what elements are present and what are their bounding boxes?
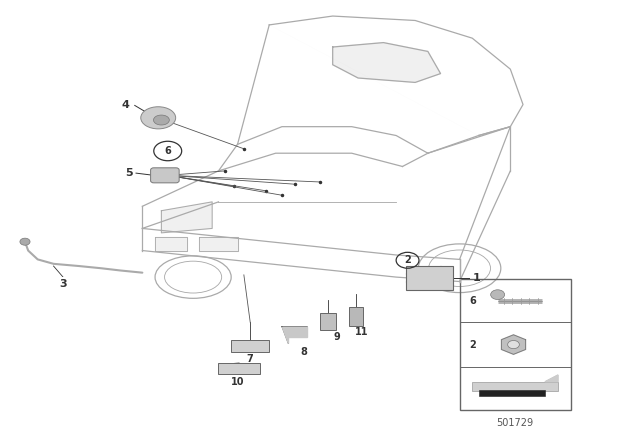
- Text: 3: 3: [60, 279, 67, 289]
- Polygon shape: [200, 237, 237, 250]
- Text: 6: 6: [164, 146, 171, 156]
- Text: 4: 4: [122, 99, 130, 110]
- Circle shape: [20, 238, 30, 245]
- Polygon shape: [161, 202, 212, 233]
- Text: 11: 11: [355, 327, 368, 337]
- Text: 8: 8: [301, 347, 308, 358]
- Text: 1: 1: [472, 273, 480, 283]
- Text: 2: 2: [404, 255, 411, 265]
- Polygon shape: [545, 375, 558, 382]
- Bar: [479, 390, 545, 396]
- Ellipse shape: [141, 107, 175, 129]
- Polygon shape: [282, 327, 307, 344]
- Polygon shape: [155, 237, 187, 250]
- Bar: [472, 382, 558, 391]
- Bar: [406, 266, 453, 290]
- Text: 9: 9: [333, 332, 340, 342]
- Bar: [460, 279, 571, 410]
- Text: 7: 7: [247, 354, 253, 364]
- Polygon shape: [501, 335, 525, 354]
- Circle shape: [491, 290, 504, 300]
- Bar: [349, 307, 362, 326]
- Text: 5: 5: [125, 168, 133, 178]
- Ellipse shape: [154, 115, 170, 125]
- Text: 6: 6: [469, 296, 476, 306]
- Bar: [231, 340, 269, 352]
- FancyBboxPatch shape: [150, 168, 179, 183]
- Text: 2: 2: [469, 340, 476, 349]
- Text: 10: 10: [231, 377, 244, 387]
- Polygon shape: [333, 43, 440, 82]
- Text: 501729: 501729: [497, 418, 534, 428]
- Bar: [218, 363, 260, 375]
- Circle shape: [508, 340, 520, 349]
- Bar: [320, 313, 336, 330]
